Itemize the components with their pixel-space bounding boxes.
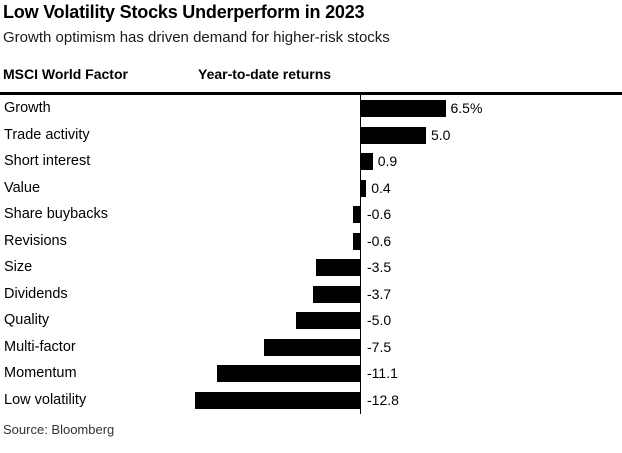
category-label: Multi-factor [4,338,76,355]
chart-row: Value 0.4 [0,175,622,202]
bar [353,232,361,250]
value-label: 6.5% [450,100,483,116]
value-label: -11.1 [367,365,398,381]
bar [194,391,361,409]
chart-title: Low Volatility Stocks Underperform in 20… [3,2,365,22]
chart-row: Share buybacks -0.6 [0,201,622,228]
chart-row: Short interest 0.9 [0,148,622,175]
chart-row: Multi-factor -7.5 [0,334,622,361]
bar [315,259,361,276]
header-rule [0,92,622,95]
chart-row: Low volatility -12.8 [0,387,622,414]
zero-baseline [360,94,361,414]
bar-chart: Growth 6.5% Trade activity 5.0 Short interes… [0,94,622,414]
chart-row: Trade activity 5.0 [0,122,622,149]
category-label: Short interest [4,153,91,169]
chart-row: Revisions -0.6 [0,228,622,255]
bar [263,338,361,356]
bar [361,179,367,197]
source-note: Source: Bloomberg [3,422,115,437]
chart-row: Dividends -3.7 [0,281,622,308]
value-label: -3.7 [367,285,392,302]
category-label: Size [4,259,33,275]
chart-subtitle: Growth optimism has driven demand for hi… [3,29,390,46]
value-label: 5.0 [431,126,451,143]
bar [361,100,446,117]
category-label: Trade activity [4,126,90,143]
chart-row: Quality -5.0 [0,307,622,334]
bar [361,126,426,144]
category-label: Quality [4,312,50,328]
category-label: Revisions [4,232,67,249]
value-label: -0.6 [367,232,392,249]
column-headers: MSCI World Factor Year-to-date returns [0,66,622,84]
value-label: -3.5 [367,259,392,275]
column-header-factor: MSCI World Factor [3,66,128,82]
category-label: Share buybacks [4,206,108,222]
bar [353,206,361,223]
value-label: 0.9 [377,153,398,169]
bar [216,365,361,382]
bar [312,285,361,303]
category-label: Dividends [4,285,68,302]
category-label: Low volatility [4,391,87,408]
category-label: Momentum [4,365,77,381]
chart-row: Size -3.5 [0,254,622,281]
value-label: 0.4 [371,179,391,196]
chart-row: Growth 6.5% [0,95,622,122]
value-label: -0.6 [367,206,392,222]
bar [361,153,373,170]
bar [296,312,361,329]
column-header-returns: Year-to-date returns [198,66,332,82]
category-label: Value [4,179,41,196]
value-label: -5.0 [367,312,392,328]
value-label: -7.5 [367,338,392,355]
value-label: -12.8 [367,391,399,408]
category-label: Growth [4,100,51,116]
chart-row: Momentum -11.1 [0,360,622,387]
